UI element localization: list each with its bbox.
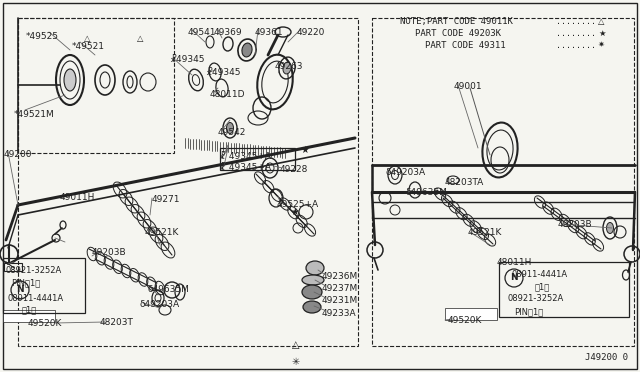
Text: 49521K: 49521K xyxy=(468,228,502,237)
Text: 49001: 49001 xyxy=(454,82,483,91)
Text: ★: ★ xyxy=(301,145,309,155)
Bar xyxy=(3,258,85,313)
Text: *49521M: *49521M xyxy=(14,110,55,119)
Text: ✷: ✷ xyxy=(598,41,605,50)
Text: ☧ 49345+A: ☧ 49345+A xyxy=(219,152,271,161)
Text: ........: ........ xyxy=(556,17,596,26)
Text: δ49635M: δ49635M xyxy=(405,188,447,197)
Text: 49231M: 49231M xyxy=(322,296,358,305)
Text: *49521: *49521 xyxy=(72,42,105,51)
Bar xyxy=(372,18,634,346)
Text: 49228: 49228 xyxy=(280,165,308,174)
Text: △: △ xyxy=(137,33,143,42)
Ellipse shape xyxy=(283,62,291,74)
Text: 49233A: 49233A xyxy=(322,309,356,318)
Text: 49263: 49263 xyxy=(275,62,303,71)
Text: 49237M: 49237M xyxy=(322,284,358,293)
Bar xyxy=(3,310,55,322)
Text: （1）: （1） xyxy=(22,305,37,314)
Text: PIN（1）: PIN（1） xyxy=(11,278,40,287)
Text: 49521K: 49521K xyxy=(145,228,179,237)
Text: ★: ★ xyxy=(598,29,605,38)
Text: ........: ........ xyxy=(556,29,596,38)
Text: 49200: 49200 xyxy=(4,150,33,159)
Text: *49525: *49525 xyxy=(26,32,59,41)
Bar xyxy=(4,263,22,271)
Text: 49203B: 49203B xyxy=(92,248,127,257)
Text: NOTE;PART CODE 49011K: NOTE;PART CODE 49011K xyxy=(400,17,513,26)
Text: 08921-3252A: 08921-3252A xyxy=(6,266,62,275)
Text: PART CODE 49311: PART CODE 49311 xyxy=(425,41,506,50)
Text: 08911-4441A: 08911-4441A xyxy=(512,270,568,279)
Text: 49525+A: 49525+A xyxy=(277,200,319,209)
Ellipse shape xyxy=(306,261,324,275)
Text: PIN（1）: PIN（1） xyxy=(514,307,543,316)
Text: △: △ xyxy=(84,33,90,42)
Text: 48011H: 48011H xyxy=(497,258,532,267)
Bar xyxy=(18,18,174,153)
Text: 49520K: 49520K xyxy=(448,316,483,325)
Text: δ49203A: δ49203A xyxy=(140,300,180,309)
Ellipse shape xyxy=(242,43,252,57)
Text: N: N xyxy=(510,273,518,282)
Text: J49200 0: J49200 0 xyxy=(585,353,628,362)
Text: 49011H: 49011H xyxy=(60,193,95,202)
Text: N: N xyxy=(16,285,24,295)
Text: △: △ xyxy=(292,340,300,350)
Text: 08921-3252A: 08921-3252A xyxy=(508,294,564,303)
Text: 08911-4441A: 08911-4441A xyxy=(7,294,63,303)
Text: ★: ★ xyxy=(291,207,300,217)
Text: △: △ xyxy=(598,17,605,26)
Text: 49369: 49369 xyxy=(214,28,243,37)
Text: ✳: ✳ xyxy=(292,357,300,367)
Text: 48203T: 48203T xyxy=(100,318,134,327)
Text: 49542: 49542 xyxy=(218,128,246,137)
Text: δ49635M: δ49635M xyxy=(147,285,189,294)
Text: ........: ........ xyxy=(556,41,596,50)
Text: PART CODE 49203K: PART CODE 49203K xyxy=(415,29,501,38)
Text: （1）: （1） xyxy=(535,282,550,291)
Text: ☧49345: ☧49345 xyxy=(205,68,241,77)
Bar xyxy=(18,18,358,346)
Text: 49541: 49541 xyxy=(188,28,216,37)
Ellipse shape xyxy=(303,301,321,313)
Bar xyxy=(499,262,629,317)
Text: 49520K: 49520K xyxy=(28,319,62,328)
Ellipse shape xyxy=(302,275,324,285)
Bar xyxy=(445,308,497,320)
Text: 48011D: 48011D xyxy=(210,90,246,99)
Text: ☧ 49345+A: ☧ 49345+A xyxy=(219,163,271,172)
Text: 49203B: 49203B xyxy=(558,220,593,229)
Text: ☧49345: ☧49345 xyxy=(169,55,205,64)
Text: 49236M: 49236M xyxy=(322,272,358,281)
Text: 49271: 49271 xyxy=(152,195,180,204)
Bar xyxy=(220,148,295,170)
Text: 48203TA: 48203TA xyxy=(445,178,484,187)
Text: 49361: 49361 xyxy=(255,28,284,37)
Text: δ49203A: δ49203A xyxy=(385,168,425,177)
Ellipse shape xyxy=(607,222,614,234)
Ellipse shape xyxy=(227,122,234,134)
Ellipse shape xyxy=(64,69,76,91)
Ellipse shape xyxy=(302,285,322,299)
Text: 49220: 49220 xyxy=(297,28,325,37)
